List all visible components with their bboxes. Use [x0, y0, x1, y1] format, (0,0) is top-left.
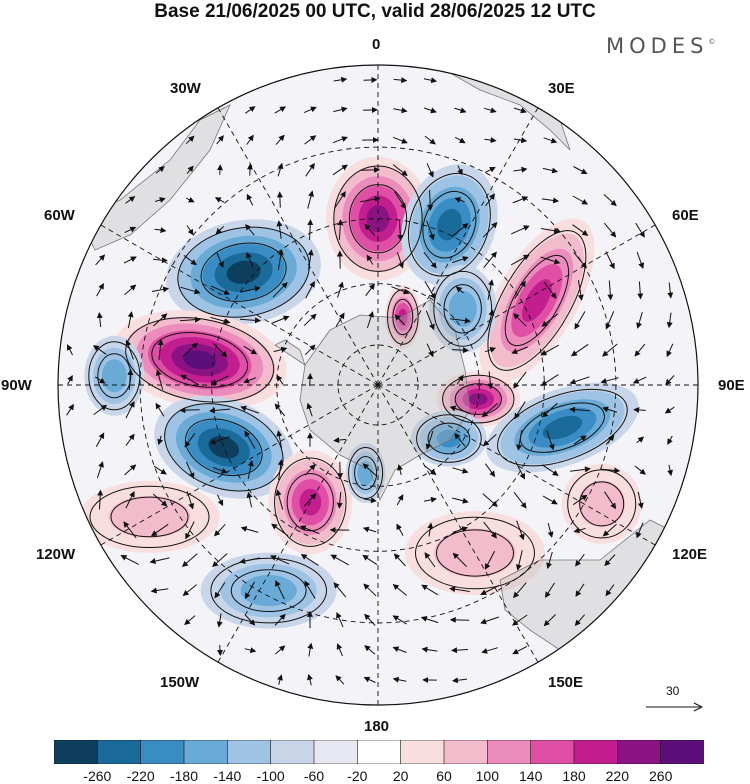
colorbar-swatch	[617, 740, 661, 764]
colorbar-swatch	[661, 740, 704, 764]
colorbar-swatch	[444, 740, 488, 764]
wind-arrow	[220, 645, 221, 655]
anomaly-band	[469, 393, 487, 405]
colorbar-tick-label: -60	[304, 768, 324, 784]
lon-label-60e: 60E	[672, 207, 699, 224]
lon-label-150w: 150W	[160, 674, 199, 691]
colorbar	[54, 740, 704, 764]
colorbar-tick-label: 20	[393, 768, 409, 784]
colorbar-tick-label: 260	[649, 768, 672, 784]
anomaly-band	[102, 359, 127, 392]
colorbar-swatch	[574, 740, 618, 764]
colorbar-tick-label: -20	[347, 768, 367, 784]
colorbar-swatch	[54, 740, 98, 764]
colorbar-swatch	[314, 740, 358, 764]
colorbar-swatch	[141, 740, 185, 764]
lon-label-0: 0	[372, 36, 380, 53]
colorbar-tick-label: -180	[170, 768, 198, 784]
polar-stereographic-map	[0, 0, 750, 735]
colorbar-tick-label: -260	[83, 768, 111, 784]
lon-label-90w: 90W	[1, 377, 32, 394]
wind-arrow	[220, 165, 221, 175]
wind-arrow	[310, 374, 311, 386]
colorbar-tick-label: -140	[213, 768, 241, 784]
wind-arrow	[280, 192, 281, 207]
lon-label-120e: 120E	[672, 546, 707, 563]
lon-label-180: 180	[364, 718, 389, 735]
colorbar-tick-label: 100	[476, 768, 499, 784]
wind-arrow	[180, 410, 199, 411]
colorbar-swatch	[184, 740, 228, 764]
colorbar-swatch	[357, 740, 401, 764]
lon-label-120w: 120W	[36, 546, 75, 563]
colorbar-swatch	[531, 740, 575, 764]
lon-label-150e: 150E	[548, 674, 583, 691]
colorbar-swatch	[487, 740, 531, 764]
vector-reference-arrow	[644, 700, 714, 714]
lon-label-30w: 30W	[170, 80, 201, 97]
anomaly-low-60e-edge	[84, 336, 144, 416]
colorbar-swatch	[97, 740, 141, 764]
anomaly-band	[449, 291, 477, 327]
lon-label-60w: 60W	[44, 207, 75, 224]
lon-label-30e: 30E	[548, 80, 575, 97]
colorbar-swatch	[227, 740, 271, 764]
vector-reference-label: 30	[666, 684, 679, 698]
colorbar-tick-label: 220	[606, 768, 629, 784]
colorbar-tick-label: 60	[436, 768, 452, 784]
colorbar-tick-label: 180	[562, 768, 585, 784]
colorbar-tick-label: -220	[127, 768, 155, 784]
anomaly-band	[578, 481, 625, 528]
colorbar-tick-label: -100	[257, 768, 285, 784]
lon-label-90e: 90E	[718, 377, 745, 394]
colorbar-tick-label: 140	[519, 768, 542, 784]
colorbar-swatch	[271, 740, 315, 764]
colorbar-swatch	[401, 740, 445, 764]
